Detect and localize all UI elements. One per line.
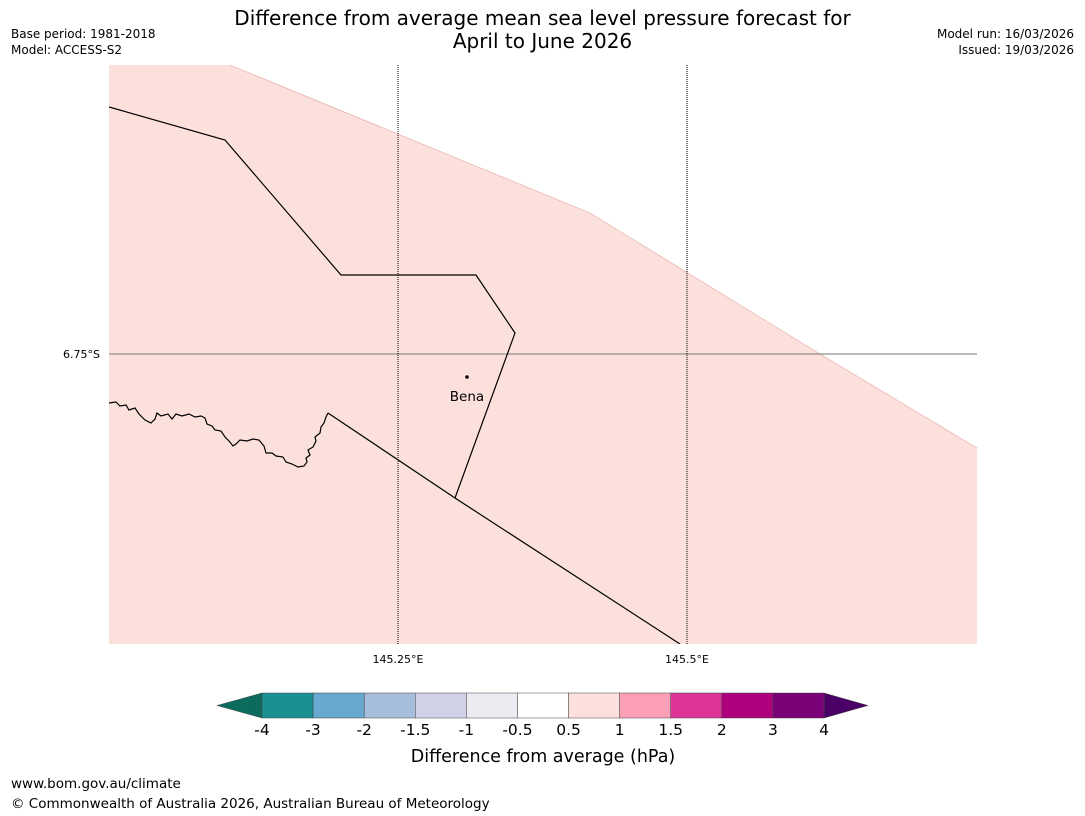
colorbar-tick-label: -2 — [356, 721, 371, 739]
colorbar-tick-label: -3 — [305, 721, 320, 739]
meta-right: Model run: 16/03/2026 Issued: 19/03/2026 — [937, 26, 1074, 58]
issued-date: Issued: 19/03/2026 — [958, 43, 1074, 57]
model-name: Model: ACCESS-S2 — [11, 43, 123, 57]
colorbar-tick-label: -4 — [254, 721, 269, 739]
colorbar-title: Difference from average (hPa) — [411, 747, 676, 767]
colorbar-extend-low — [216, 692, 263, 719]
meta-left: Base period: 1981-2018 Model: ACCESS-S2 — [11, 26, 156, 58]
colorbar-swatch — [721, 692, 774, 719]
footer-copyright: © Commonwealth of Australia 2026, Austra… — [11, 796, 490, 812]
colorbar-tick-label: 1.5 — [658, 721, 683, 739]
title-line-1: Difference from average mean sea level p… — [234, 6, 851, 30]
base-period: Base period: 1981-2018 — [11, 27, 156, 41]
colorbar-tick-label: 0.5 — [556, 721, 581, 739]
colorbar-swatch — [466, 692, 518, 719]
chart-title: Difference from average mean sea level p… — [200, 7, 885, 53]
longitude-label-145-5e: 145.5°E — [665, 653, 709, 666]
map-area — [109, 65, 977, 644]
colorbar-swatch — [261, 692, 314, 719]
province-boundary-north — [109, 106, 516, 499]
anomaly-region-edge — [229, 65, 977, 449]
colorbar: -4 -3 -2 -1.5 -1 -0.5 0.5 1 1.5 2 3 4 — [216, 692, 869, 739]
bena-label: Bena — [450, 389, 484, 405]
colorbar-swatch — [619, 692, 671, 719]
colorbar-tick-label: 3 — [768, 721, 778, 739]
title-line-2: April to June 2026 — [452, 29, 633, 53]
colorbar-swatch — [415, 692, 467, 719]
colorbar-tick-label: 2 — [717, 721, 727, 739]
colorbar-tick-label: 4 — [819, 721, 829, 739]
colorbar-tick-label: -1.5 — [400, 721, 430, 739]
colorbar-swatch — [670, 692, 723, 719]
footer-url: www.bom.gov.au/climate — [11, 776, 181, 792]
colorbar-extend-high — [823, 692, 869, 719]
bena-marker — [465, 375, 469, 379]
model-run: Model run: 16/03/2026 — [936, 27, 1074, 41]
colorbar-swatch — [772, 692, 825, 719]
river-line — [109, 401, 329, 468]
colorbar-tick-label: -1 — [459, 721, 474, 739]
colorbar-swatch — [312, 692, 365, 719]
colorbar-tick-label: -0.5 — [502, 721, 532, 739]
colorbar-swatch — [363, 692, 416, 719]
colorbar-swatch — [568, 692, 620, 719]
province-boundary-south — [327, 412, 681, 644]
colorbar-tick-label: 1 — [615, 721, 625, 739]
latitude-label-6-75s: 6.75°S — [63, 348, 100, 361]
colorbar-swatch — [517, 692, 569, 719]
longitude-label-145-25e: 145.25°E — [373, 653, 424, 666]
